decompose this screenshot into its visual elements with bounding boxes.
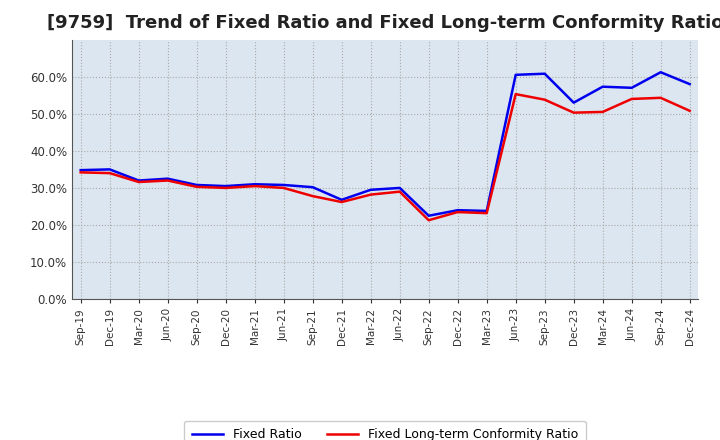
Fixed Long-term Conformity Ratio bbox=[279, 185, 288, 191]
Fixed Ratio bbox=[338, 197, 346, 202]
Fixed Long-term Conformity Ratio bbox=[251, 183, 259, 189]
Fixed Ratio bbox=[598, 84, 607, 89]
Fixed Ratio bbox=[192, 182, 201, 187]
Fixed Ratio bbox=[657, 70, 665, 75]
Fixed Long-term Conformity Ratio bbox=[454, 209, 462, 215]
Fixed Long-term Conformity Ratio bbox=[76, 170, 85, 175]
Fixed Ratio bbox=[541, 71, 549, 77]
Fixed Long-term Conformity Ratio bbox=[163, 178, 172, 183]
Fixed Long-term Conformity Ratio bbox=[482, 210, 491, 216]
Fixed Long-term Conformity Ratio bbox=[511, 92, 520, 97]
Fixed Long-term Conformity Ratio bbox=[105, 170, 114, 176]
Fixed Ratio bbox=[454, 208, 462, 213]
Fixed Ratio bbox=[308, 184, 317, 190]
Fixed Ratio bbox=[482, 208, 491, 213]
Fixed Long-term Conformity Ratio bbox=[135, 180, 143, 185]
Fixed Long-term Conformity Ratio bbox=[192, 184, 201, 190]
Fixed Ratio bbox=[163, 176, 172, 181]
Fixed Long-term Conformity Ratio bbox=[541, 97, 549, 103]
Fixed Ratio bbox=[221, 183, 230, 189]
Fixed Long-term Conformity Ratio bbox=[598, 109, 607, 114]
Fixed Ratio bbox=[366, 187, 375, 192]
Fixed Long-term Conformity Ratio bbox=[221, 185, 230, 191]
Fixed Ratio bbox=[279, 182, 288, 187]
Fixed Long-term Conformity Ratio bbox=[627, 96, 636, 102]
Fixed Long-term Conformity Ratio bbox=[424, 217, 433, 223]
Fixed Long-term Conformity Ratio bbox=[570, 110, 578, 115]
Fixed Ratio bbox=[251, 182, 259, 187]
Fixed Long-term Conformity Ratio bbox=[308, 194, 317, 199]
Fixed Ratio bbox=[76, 168, 85, 173]
Fixed Long-term Conformity Ratio bbox=[395, 189, 404, 194]
Fixed Ratio bbox=[135, 178, 143, 183]
Fixed Ratio bbox=[424, 213, 433, 218]
Fixed Ratio bbox=[105, 167, 114, 172]
Fixed Ratio bbox=[395, 185, 404, 191]
Fixed Long-term Conformity Ratio bbox=[685, 108, 694, 114]
Fixed Ratio bbox=[570, 100, 578, 105]
Legend: Fixed Ratio, Fixed Long-term Conformity Ratio: Fixed Ratio, Fixed Long-term Conformity … bbox=[184, 421, 586, 440]
Fixed Ratio bbox=[511, 72, 520, 77]
Line: Fixed Long-term Conformity Ratio: Fixed Long-term Conformity Ratio bbox=[81, 94, 690, 220]
Fixed Long-term Conformity Ratio bbox=[338, 199, 346, 205]
Fixed Ratio bbox=[685, 81, 694, 87]
Title: [9759]  Trend of Fixed Ratio and Fixed Long-term Conformity Ratio: [9759] Trend of Fixed Ratio and Fixed Lo… bbox=[47, 15, 720, 33]
Line: Fixed Ratio: Fixed Ratio bbox=[81, 72, 690, 216]
Fixed Long-term Conformity Ratio bbox=[657, 95, 665, 100]
Fixed Ratio bbox=[627, 85, 636, 91]
Fixed Long-term Conformity Ratio bbox=[366, 192, 375, 197]
